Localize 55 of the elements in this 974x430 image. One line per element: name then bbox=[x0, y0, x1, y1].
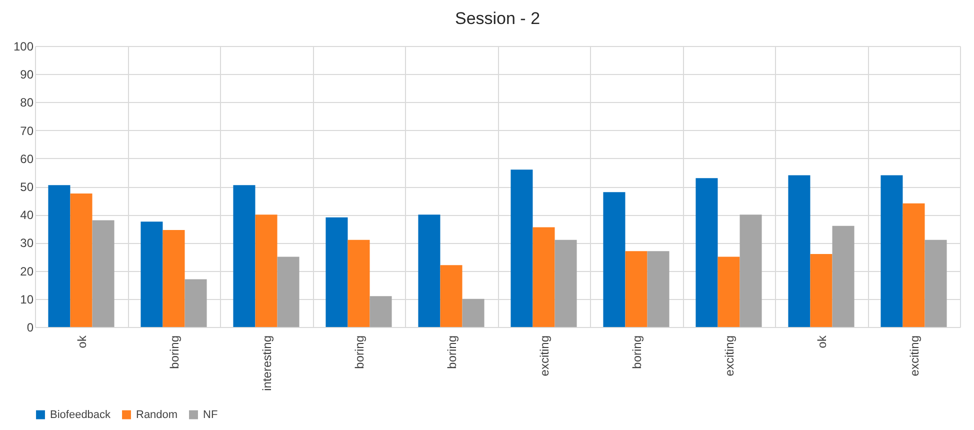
bar bbox=[162, 230, 185, 327]
bar bbox=[70, 194, 92, 327]
bar bbox=[255, 214, 278, 327]
bar bbox=[625, 251, 648, 327]
chart-title: Session - 2 bbox=[454, 9, 540, 28]
bar bbox=[140, 222, 163, 327]
bar bbox=[740, 214, 762, 327]
x-tick-label: ok bbox=[814, 334, 829, 348]
bar bbox=[718, 256, 740, 327]
y-tick-label: 50 bbox=[20, 180, 34, 194]
x-tick-label: exciting bbox=[907, 336, 922, 376]
legend-label: Random bbox=[136, 408, 178, 421]
y-tick-label: 70 bbox=[20, 124, 34, 138]
y-tick-label: 60 bbox=[20, 152, 34, 166]
y-tick-label: 20 bbox=[20, 264, 34, 278]
y-tick-label: 80 bbox=[20, 96, 34, 110]
bar bbox=[440, 265, 462, 327]
bar bbox=[832, 226, 854, 327]
x-tick-label: boring bbox=[167, 336, 182, 369]
bar bbox=[788, 175, 810, 327]
bar bbox=[184, 279, 207, 327]
bar bbox=[418, 214, 440, 327]
bar bbox=[696, 178, 718, 327]
x-tick-label: boring bbox=[352, 336, 366, 369]
x-tick-label: interesting bbox=[260, 336, 274, 391]
bar bbox=[603, 192, 626, 327]
legend-label: Biofeedback bbox=[50, 408, 112, 421]
y-tick-label: 30 bbox=[20, 236, 34, 250]
bar bbox=[647, 251, 670, 327]
bar bbox=[233, 185, 256, 327]
bar bbox=[326, 217, 348, 327]
bar bbox=[810, 254, 832, 327]
y-tick-label: 100 bbox=[13, 40, 34, 54]
y-tick-label: 10 bbox=[20, 292, 34, 306]
legend-label: NF bbox=[203, 408, 218, 421]
bar bbox=[902, 203, 925, 327]
bar bbox=[277, 256, 300, 327]
bar bbox=[462, 298, 484, 327]
bar bbox=[370, 296, 392, 327]
bar bbox=[92, 220, 114, 327]
bar bbox=[880, 175, 903, 327]
x-tick-label: exciting bbox=[537, 336, 552, 376]
bar bbox=[924, 240, 947, 327]
bar bbox=[48, 185, 70, 327]
x-tick-label: exciting bbox=[722, 336, 736, 376]
y-tick-label: 90 bbox=[20, 68, 34, 82]
bar bbox=[348, 240, 370, 327]
bar bbox=[510, 170, 533, 327]
x-tick-label: boring bbox=[630, 336, 644, 369]
y-tick-label: 0 bbox=[26, 320, 34, 334]
x-tick-label: ok bbox=[74, 334, 89, 348]
bar bbox=[554, 240, 577, 327]
bar bbox=[532, 227, 555, 327]
x-tick-label: boring bbox=[444, 336, 459, 369]
y-tick-label: 40 bbox=[20, 208, 34, 222]
